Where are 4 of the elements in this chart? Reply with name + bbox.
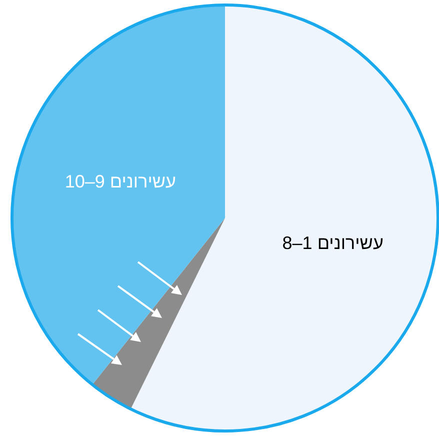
pie-slice — [12, 5, 225, 385]
pie-slice — [92, 218, 225, 409]
slice-label: עשירונים 9–10 — [64, 171, 176, 192]
slice-label: עשירונים 1–8 — [282, 233, 384, 254]
